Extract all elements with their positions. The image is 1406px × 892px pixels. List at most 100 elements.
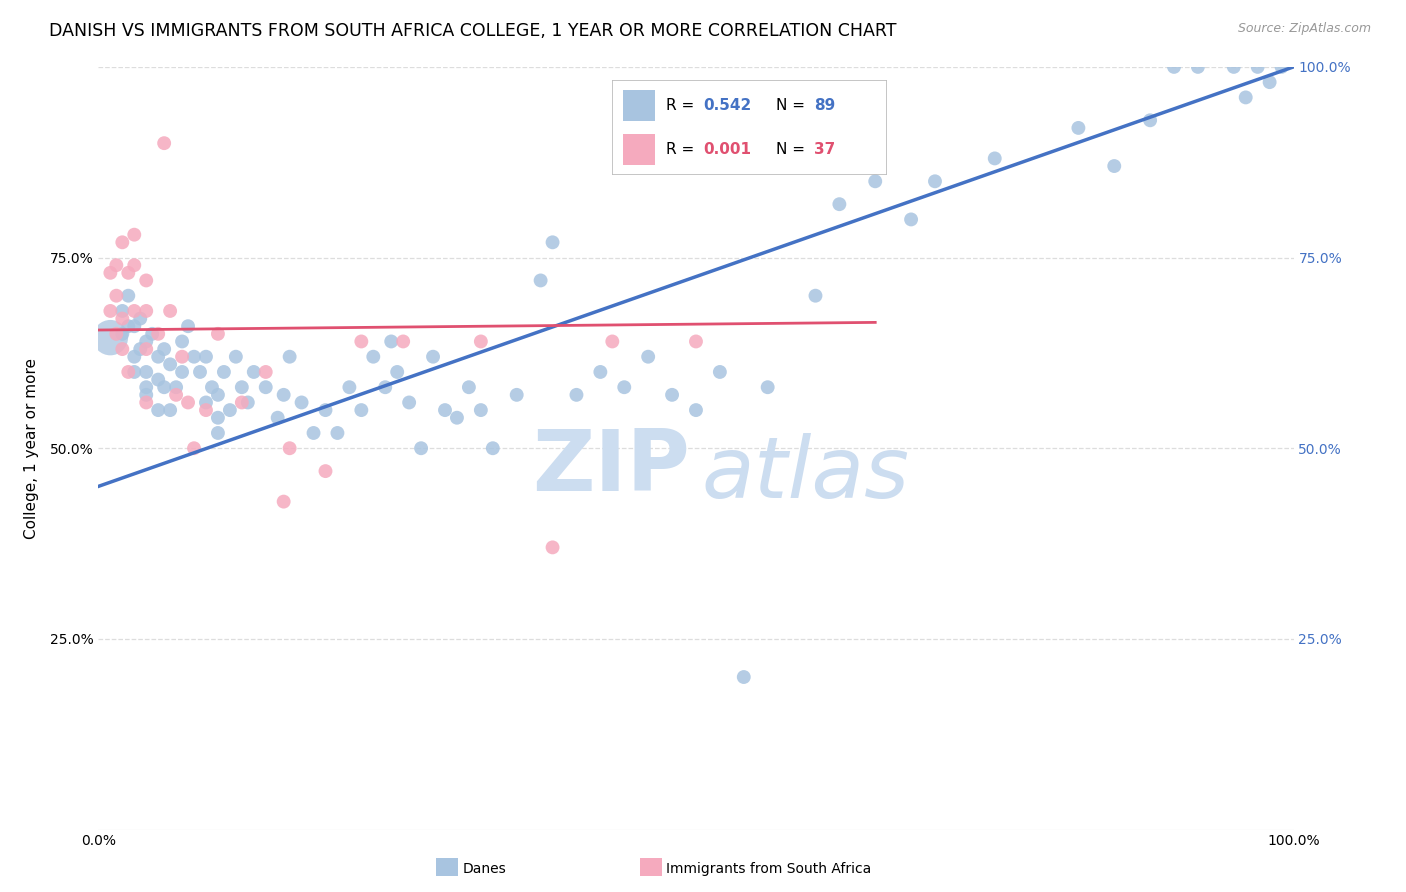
Point [267,410,290,425]
Point [326,425,349,440]
Point [195,395,218,409]
Point [236,395,259,409]
Point [541,541,564,555]
Point [124,258,146,272]
Point [1163,60,1185,74]
Point [135,304,157,318]
Point [458,380,481,394]
Point [207,388,229,402]
Point [225,350,247,364]
Point [924,174,946,188]
Point [380,334,402,349]
Text: R =: R = [666,97,700,112]
Point [1223,60,1246,74]
Point [153,380,176,394]
Text: 0.001: 0.001 [703,142,751,157]
Point [129,342,152,356]
Point [172,365,194,379]
Point [201,380,224,394]
Point [470,403,492,417]
Point [411,441,433,455]
Point [165,388,187,402]
Point [1234,90,1257,104]
Point [1067,120,1090,135]
Point [637,350,659,364]
Point [129,311,152,326]
Point [243,365,266,379]
Point [135,395,157,409]
Point [124,227,146,242]
Point [565,388,588,402]
Point [135,334,157,349]
Point [135,273,157,287]
Point [541,235,564,250]
Point [231,395,253,409]
Text: N =: N = [776,142,810,157]
Point [172,350,194,364]
Point [1258,75,1281,89]
Point [254,365,277,379]
Point [828,197,851,211]
Point [98,266,122,280]
Point [105,289,128,303]
Point [733,670,755,684]
Point [273,494,295,508]
Point [350,403,373,417]
Y-axis label: College, 1 year or more: College, 1 year or more [24,358,39,539]
Point [183,350,205,364]
Point [278,350,301,364]
Point [481,441,505,455]
Point [363,350,385,364]
Point [530,273,553,287]
Point [195,403,218,417]
Point [392,334,415,349]
Point [1271,60,1294,74]
Point [315,464,337,478]
Point [177,319,200,334]
Bar [623,89,655,120]
Point [183,441,205,455]
Point [98,304,122,318]
Point [117,266,139,280]
Point [159,304,181,318]
Point [98,331,122,345]
Text: Danes: Danes [463,862,506,876]
Point [685,403,707,417]
Point [446,410,468,425]
Point [506,388,529,402]
Text: 37: 37 [814,142,835,157]
Point [148,403,170,417]
Point [159,403,181,417]
Point [165,380,187,394]
Point [111,235,134,250]
Point [135,380,157,394]
Point [141,326,163,341]
Point [1187,60,1209,74]
Point [117,289,139,303]
Point [613,380,636,394]
Point [231,380,253,394]
Point [1139,113,1161,128]
Point [254,380,277,394]
Point [804,289,827,303]
Point [865,174,887,188]
Point [111,342,134,356]
Point [135,365,157,379]
Point [111,304,134,318]
Point [153,136,176,150]
Point [589,365,612,379]
Point [117,365,139,379]
Point [105,258,128,272]
Point [148,350,170,364]
Point [339,380,361,394]
Point [124,350,146,364]
Text: Source: ZipAtlas.com: Source: ZipAtlas.com [1237,22,1371,36]
Point [177,395,200,409]
Point [124,304,146,318]
Point [398,395,420,409]
Text: DANISH VS IMMIGRANTS FROM SOUTH AFRICA COLLEGE, 1 YEAR OR MORE CORRELATION CHART: DANISH VS IMMIGRANTS FROM SOUTH AFRICA C… [49,22,897,40]
Point [685,334,707,349]
Point [1104,159,1126,173]
Point [135,342,157,356]
Point [111,326,134,341]
